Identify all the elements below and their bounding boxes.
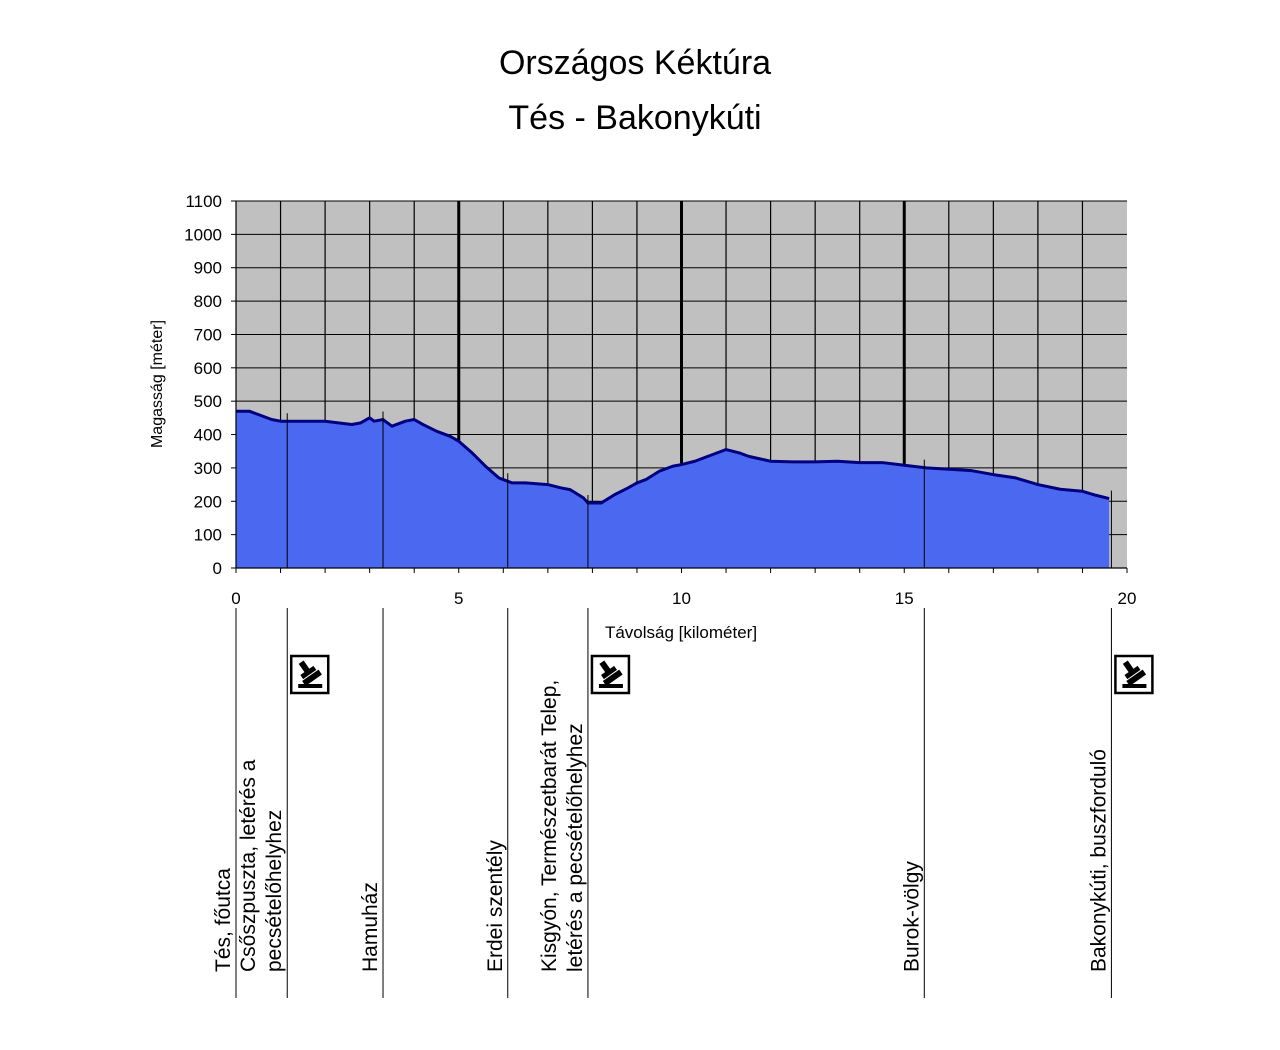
waypoint-label: Tés, főutca (212, 868, 235, 972)
elevation-line (236, 409, 1110, 505)
x-axis-label: Távolság [kilométer] (605, 623, 757, 642)
stamp-icon (590, 654, 631, 695)
y-tick-label: 1100 (185, 192, 222, 211)
waypoint-label: letérés a pecsételőhelyhez (564, 723, 587, 972)
waypoint-label: pecsételőhelyhez (263, 810, 286, 972)
x-tick-label: 20 (1118, 589, 1137, 608)
x-tick-label: 10 (672, 589, 691, 608)
y-tick-label: 200 (194, 492, 222, 511)
chart-subtitle: Tés - Bakonykúti (508, 99, 762, 137)
waypoint-label: Kisgyón, Természetbarát Telep, (538, 680, 561, 972)
waypoint-label: Hamuház (359, 882, 382, 972)
x-tick-label: 5 (454, 589, 463, 608)
stamp-icon (1114, 654, 1154, 695)
y-tick-label: 500 (194, 392, 222, 411)
y-axis-label: Magasság [méter] (149, 320, 166, 448)
y-tick-label: 1000 (184, 225, 222, 244)
y-tick-label: 300 (194, 459, 222, 478)
y-tick-label: 400 (194, 426, 222, 445)
y-tick-label: 0 (213, 559, 222, 578)
chart-title: Országos Kéktúra (498, 44, 772, 82)
y-tick-label: 800 (194, 292, 222, 311)
x-tick-label: 0 (231, 589, 240, 608)
elevation-area (236, 411, 1110, 568)
y-tick-label: 600 (194, 359, 222, 378)
y-tick-label: 100 (194, 526, 222, 545)
x-tick-label: 15 (895, 589, 914, 608)
waypoint-label: Erdei szentély (484, 840, 507, 972)
y-tick-label: 700 (194, 325, 222, 344)
waypoint-label: Bakonykúti, buszforduló (1087, 749, 1110, 972)
waypoint-label: Csőszpuszta, letérés a (237, 759, 260, 972)
waypoint-label: Burok-völgy (900, 861, 923, 972)
y-tick-label: 900 (194, 259, 222, 278)
stamp-icon (289, 654, 330, 695)
